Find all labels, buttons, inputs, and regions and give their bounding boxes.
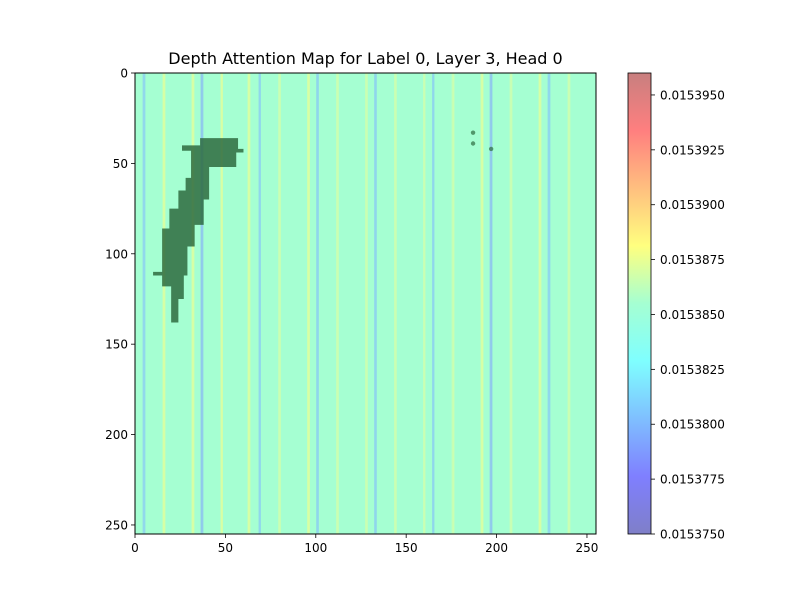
colorbar-tick-label: 0.0153750	[660, 528, 725, 542]
attention-column-8	[307, 73, 310, 534]
x-tick-label: 0	[131, 541, 139, 555]
colorbar: 0.0153750 0.0153775 0.0153800 0.0153825 0.01…	[627, 72, 725, 542]
attention-column-11	[365, 73, 368, 534]
attention-column-20	[538, 73, 542, 534]
attention-column-21	[547, 73, 551, 534]
y-tick-label: 0	[120, 67, 128, 81]
y-axis: 0 50 100 150 200 250	[105, 67, 135, 532]
attention-column-12	[374, 73, 377, 534]
attention-columns	[142, 73, 570, 534]
y-tick-label: 150	[105, 338, 128, 352]
x-tick-label: 50	[218, 541, 233, 555]
attention-column-4	[220, 73, 223, 534]
colorbar-tick-label: 0.0153825	[660, 363, 725, 377]
x-tick-label: 100	[304, 541, 327, 555]
attention-column-6	[258, 73, 261, 534]
colorbar-tick-label: 0.0153900	[660, 198, 725, 212]
attention-column-18	[490, 73, 493, 534]
chart-title: Depth Attention Map for Label 0, Layer 3…	[168, 49, 562, 68]
colorbar-tick-label: 0.0153875	[660, 253, 725, 267]
colorbar-tick-label: 0.0153800	[660, 418, 725, 432]
x-axis: 0 50 100 150 200 250	[131, 534, 598, 555]
attention-column-16	[452, 73, 455, 534]
y-tick-label: 50	[113, 157, 128, 171]
attention-column-0	[142, 73, 146, 534]
heatmap	[135, 73, 596, 534]
x-tick-label: 200	[485, 541, 508, 555]
y-tick-label: 200	[105, 428, 128, 442]
attention-column-22	[567, 73, 570, 534]
attention-column-14	[423, 73, 426, 534]
attention-column-9	[316, 73, 319, 534]
depth-region-shape	[153, 138, 244, 323]
depth-speck-1	[470, 141, 476, 146]
attention-column-10	[336, 73, 339, 534]
attention-column-1	[162, 73, 166, 534]
colorbar-tick-label: 0.0153775	[660, 473, 725, 487]
colorbar-ticks: 0.0153750 0.0153775 0.0153800 0.0153825 0.01…	[651, 88, 725, 542]
y-tick-label: 250	[105, 518, 128, 532]
colorbar-tick-label: 0.0153950	[660, 88, 725, 102]
attention-column-2	[191, 73, 194, 534]
depth-speck-0	[470, 130, 476, 135]
depth-region	[153, 130, 494, 323]
x-tick-label: 150	[395, 541, 418, 555]
colorbar-tick-label: 0.0153925	[660, 143, 725, 157]
attention-column-19	[509, 73, 513, 534]
colorbar-tick-label: 0.0153850	[660, 308, 725, 322]
axes-frame	[134, 72, 597, 535]
attention-column-3	[200, 73, 203, 534]
y-tick-label: 100	[105, 247, 128, 261]
x-tick-label: 250	[576, 541, 599, 555]
attention-column-17	[481, 73, 484, 534]
attention-column-15	[432, 73, 435, 534]
attention-column-13	[394, 73, 397, 534]
colorbar-gradient	[627, 72, 652, 535]
attention-column-5	[247, 73, 250, 534]
depth-speck-2	[488, 146, 494, 152]
attention-column-7	[278, 73, 281, 534]
